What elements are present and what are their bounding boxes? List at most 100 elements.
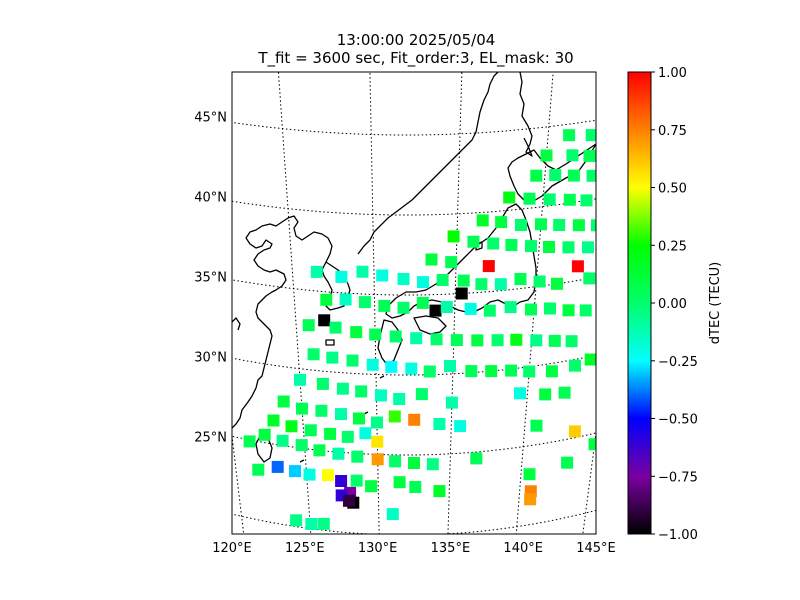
dtec-point <box>551 277 563 290</box>
dtec-point <box>602 150 614 162</box>
dtec-point <box>482 260 495 273</box>
dtec-point <box>307 348 320 361</box>
dtec-point <box>465 365 478 378</box>
dtec-point <box>543 193 556 206</box>
dtec-point <box>304 424 317 437</box>
dtec-point <box>563 129 576 142</box>
dtec-point <box>445 256 458 269</box>
dtec-point <box>294 373 306 386</box>
dtec-point <box>450 334 463 347</box>
dtec-point <box>568 425 581 438</box>
dtec-point <box>505 239 518 251</box>
dtec-point <box>544 302 556 315</box>
dtec-point <box>515 219 527 231</box>
dtec-point <box>475 278 488 291</box>
dtec-point <box>375 389 387 402</box>
dtec-point <box>423 365 436 378</box>
dtec-point <box>410 332 423 345</box>
dtec-point <box>317 517 330 530</box>
dtec-point <box>369 328 382 341</box>
dtec-point <box>258 428 271 441</box>
lon-tick-label: 135°E <box>431 541 471 556</box>
dtec-point <box>389 330 402 343</box>
colorbar-tick-label: 0.50 <box>658 182 687 197</box>
dtec-point <box>408 457 420 469</box>
dtec-point <box>355 385 368 398</box>
colorbar-tick-label: −0.50 <box>658 413 698 428</box>
dtec-point <box>503 191 516 204</box>
dtec-point <box>553 219 566 231</box>
dtec-point <box>485 365 498 378</box>
dtec-point <box>322 469 334 482</box>
dtec-point <box>405 362 418 375</box>
dtec-point <box>545 365 558 378</box>
dtec-point <box>561 456 574 469</box>
dtec-point <box>290 514 303 527</box>
coast-honshu <box>385 203 537 319</box>
dtec-point <box>523 468 536 481</box>
dtec-point <box>523 192 536 205</box>
lon-tick-label: 120°E <box>212 541 252 556</box>
dtec-point <box>523 365 536 378</box>
dtec-point <box>296 402 308 415</box>
colorbar-tick-label: 0.00 <box>658 297 687 312</box>
colorbar-tick-label: −0.75 <box>658 470 698 485</box>
dtec-point <box>525 303 537 316</box>
meridian-line <box>369 72 380 534</box>
dtec-points <box>243 129 615 530</box>
dtec-point <box>409 481 422 493</box>
dtec-point <box>585 129 596 142</box>
lon-tick-label: 140°E <box>503 541 543 556</box>
dtec-point <box>326 351 339 364</box>
dtec-point <box>586 169 596 182</box>
dtec-point <box>393 393 406 405</box>
dtec-point <box>476 214 489 227</box>
meridian-line <box>447 72 463 534</box>
dtec-point <box>487 237 500 250</box>
dtec-point <box>510 333 523 346</box>
lat-tick-label: 40°N <box>194 190 227 205</box>
dtec-point <box>530 419 543 432</box>
dtec-point <box>584 353 596 366</box>
dtec-point <box>351 450 364 463</box>
dtec-point <box>302 319 315 332</box>
dtec-point <box>356 265 369 278</box>
dtec-point <box>495 216 508 229</box>
lat-tick-label: 35°N <box>194 270 227 285</box>
dtec-point <box>571 260 584 273</box>
dtec-point <box>440 301 453 313</box>
colorbar-tick-label: −1.00 <box>658 528 698 543</box>
dtec-point <box>454 420 467 433</box>
dtec-point <box>285 420 298 433</box>
dtec-point <box>371 453 384 466</box>
coast-sakhalin <box>519 72 533 157</box>
dtec-point <box>335 408 347 421</box>
dtec-point <box>549 169 562 181</box>
dtec-point <box>310 265 323 278</box>
dtec-point <box>320 293 333 306</box>
chart-title: 13:00:00 2025/05/04 <box>336 31 496 49</box>
dtec-point <box>324 427 337 440</box>
dtec-point <box>277 395 290 408</box>
dtec-point <box>603 129 615 141</box>
dtec-point <box>548 334 561 347</box>
dtec-point <box>388 410 401 423</box>
dtec-point <box>252 463 265 476</box>
dtec-point <box>358 296 371 309</box>
dtec-point <box>397 273 410 285</box>
dtec-point <box>470 452 483 465</box>
dtec-point <box>445 396 458 409</box>
dtec-point <box>530 334 543 347</box>
dtec-point <box>389 455 402 468</box>
dtec-point <box>433 418 446 430</box>
dtec-point <box>295 439 308 452</box>
colorbar-tick-label: 1.00 <box>658 66 687 81</box>
coast-sado <box>475 241 483 251</box>
dtec-point <box>558 386 571 399</box>
dtec-point <box>271 460 284 473</box>
dtec-point <box>598 242 610 254</box>
dtec-point <box>597 276 609 288</box>
colorbar-tick-label: 0.25 <box>658 239 687 254</box>
dtec-point <box>359 427 372 440</box>
dtec-point <box>464 302 477 315</box>
